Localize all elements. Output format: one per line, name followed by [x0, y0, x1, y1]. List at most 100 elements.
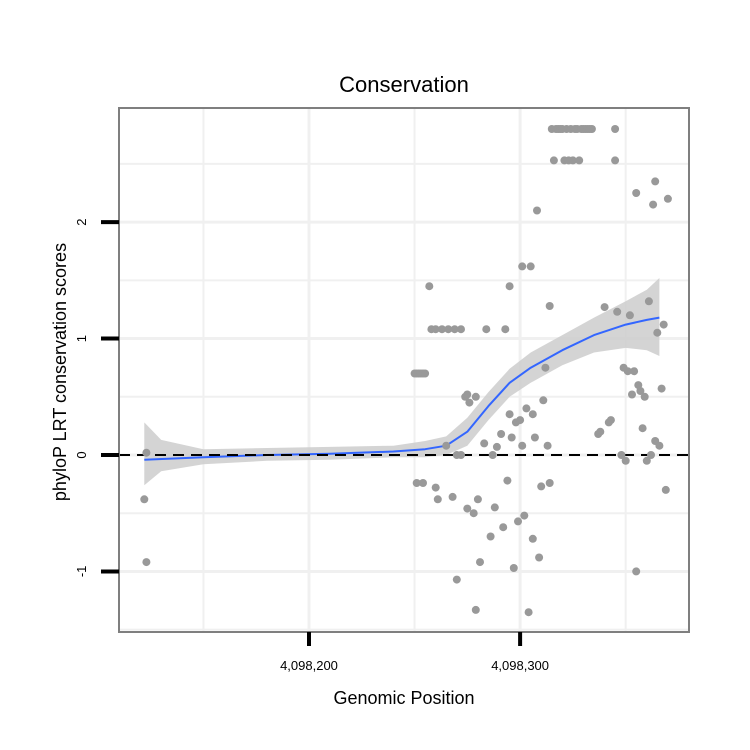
data-point: [613, 307, 622, 316]
data-point: [543, 441, 552, 450]
data-point: [471, 392, 480, 401]
data-point: [452, 575, 461, 584]
data-point: [469, 509, 478, 518]
data-point: [492, 442, 501, 451]
chart-title: Conservation: [339, 72, 469, 97]
data-point: [535, 553, 544, 562]
data-point: [505, 282, 514, 291]
y-tick-label: 0: [74, 451, 89, 458]
data-point: [490, 503, 499, 512]
data-point: [600, 303, 609, 312]
y-tick-label: -1: [74, 566, 89, 578]
data-point: [438, 325, 446, 334]
data-point: [606, 416, 615, 425]
panel-border: [118, 107, 690, 633]
data-point: [518, 262, 527, 271]
data-point: [482, 325, 491, 334]
data-point: [539, 396, 548, 405]
data-point: [419, 479, 427, 487]
y-axis-label: phyloP LRT conservation scores: [50, 243, 70, 501]
data-point: [524, 608, 533, 617]
data-point: [442, 441, 451, 450]
data-point: [653, 328, 662, 337]
data-point: [140, 495, 149, 504]
grid: [119, 108, 689, 632]
data-point: [657, 384, 666, 393]
data-point: [649, 200, 658, 209]
data-point: [503, 476, 512, 485]
data-point: [518, 441, 527, 450]
data-point: [516, 416, 525, 425]
data-point: [655, 441, 664, 450]
data-point: [611, 125, 620, 133]
data-point: [514, 517, 522, 526]
data-point: [142, 558, 151, 567]
data-point: [545, 479, 554, 487]
data-point: [623, 367, 632, 376]
data-point: [520, 511, 529, 520]
data-point: [507, 433, 516, 442]
data-point: [444, 325, 453, 334]
data-point: [526, 262, 535, 271]
data-point: [663, 194, 672, 203]
data-point: [596, 427, 605, 436]
x-axis: 4,098,200 4,098,300: [280, 632, 549, 673]
data-point: [636, 387, 645, 395]
y-tick-label: 1: [74, 335, 89, 342]
data-point: [431, 483, 440, 492]
y-axis: -1 0 1 2: [74, 218, 119, 577]
data-point: [549, 156, 558, 165]
data-point: [541, 363, 550, 372]
data-point: [632, 567, 641, 576]
data-point: [528, 410, 537, 419]
data-point: [480, 439, 489, 448]
data-point: [465, 398, 474, 407]
x-tick-label: 4,098,200: [280, 658, 338, 673]
data-point: [537, 482, 546, 491]
smooth-line-layer: [144, 316, 660, 461]
data-point: [476, 558, 484, 567]
x-tick-label: 4,098,300: [491, 658, 549, 673]
data-point: [651, 177, 660, 186]
data-point: [499, 523, 508, 532]
data-point: [497, 430, 506, 438]
data-point: [431, 325, 440, 334]
data-point: [659, 320, 668, 329]
data-point: [142, 448, 151, 457]
points-layer: [140, 125, 672, 617]
data-point: [457, 451, 465, 459]
data-point: [457, 325, 465, 334]
data-point: [661, 485, 670, 494]
data-point: [425, 282, 434, 291]
data-point: [450, 325, 459, 334]
data-point: [528, 534, 537, 543]
data-point: [640, 392, 649, 401]
data-point: [463, 390, 472, 399]
data-point: [530, 433, 539, 442]
data-point: [448, 492, 457, 501]
y-tick-label: 2: [74, 218, 89, 225]
data-point: [545, 302, 554, 310]
data-point: [471, 605, 480, 614]
data-point: [628, 390, 636, 399]
data-point: [647, 451, 655, 459]
data-point: [522, 404, 531, 413]
data-point: [568, 156, 577, 165]
data-point: [433, 495, 442, 504]
data-point: [638, 424, 647, 433]
data-point: [625, 311, 634, 320]
data-point: [421, 369, 430, 378]
data-point: [587, 125, 596, 133]
data-point: [632, 189, 641, 197]
x-axis-label: Genomic Position: [333, 688, 474, 708]
data-point: [617, 451, 626, 459]
data-point: [611, 156, 620, 165]
data-point: [575, 156, 584, 165]
data-point: [644, 297, 653, 306]
data-point: [642, 456, 651, 465]
data-point: [463, 504, 472, 513]
data-point: [501, 325, 510, 334]
data-point: [473, 495, 482, 504]
data-point: [505, 410, 514, 419]
